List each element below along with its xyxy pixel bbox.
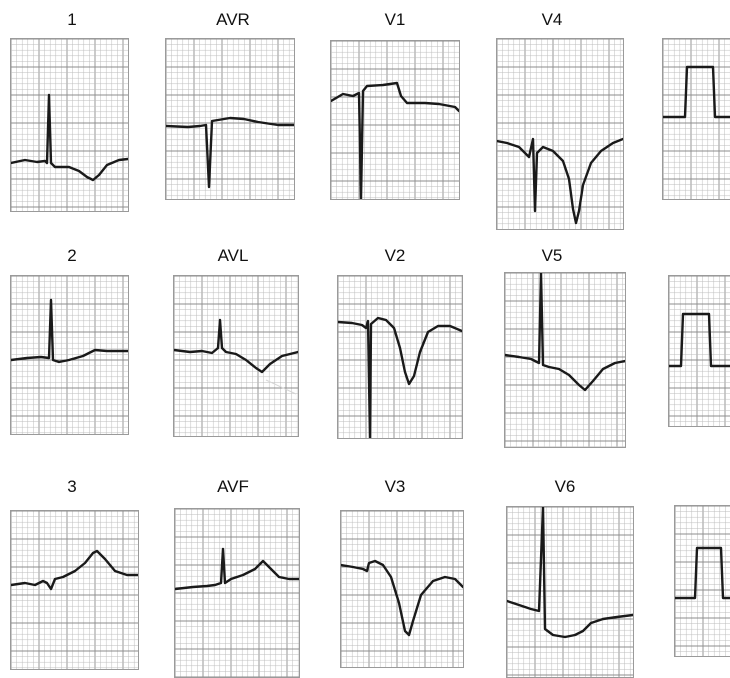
lead-label-v2: V2 — [384, 246, 406, 265]
lead-label-3: 3 — [67, 477, 77, 496]
ecg-calibration-pulse-2 — [669, 312, 730, 368]
ecg-calibration-pulse-3 — [675, 546, 730, 600]
ecg-grid-lead-avf — [175, 509, 299, 677]
ecg-trace-lead-avr — [166, 116, 294, 189]
ecg-strip-calibration-2 — [668, 275, 730, 427]
ecg-trace-lead-2 — [11, 298, 128, 364]
ecg-strip-lead-1 — [10, 38, 129, 212]
ecg-grid-calibration-3 — [675, 506, 730, 656]
ecg-strip-lead-avr — [165, 38, 295, 200]
ecg-strip-lead-v3 — [340, 510, 464, 668]
ecg-grid-lead-3 — [11, 511, 138, 669]
ecg-grid-lead-2 — [11, 276, 128, 434]
lead-label-2: 2 — [67, 246, 77, 265]
ecg-strip-lead-v5 — [504, 272, 626, 448]
lead-label-v5: V5 — [541, 246, 563, 265]
ecg-calibration-pulse-1 — [663, 65, 730, 119]
ecg-grid-lead-1 — [11, 39, 128, 211]
ecg-grid-lead-v1 — [331, 41, 459, 199]
ecg-trace-lead-v1 — [331, 81, 459, 199]
ecg-trace-lead-v2 — [338, 316, 462, 438]
ecg-strip-lead-v6 — [506, 506, 634, 678]
ecg-strip-calibration-1 — [662, 38, 730, 200]
ecg-trace-lead-3 — [11, 549, 138, 591]
ecg-strip-lead-v1 — [330, 40, 460, 200]
ecg-grid-lead-v5 — [505, 273, 625, 447]
ecg-grid-calibration-1 — [663, 39, 730, 199]
lead-label-avf: AVF — [217, 477, 249, 496]
ecg-grid-lead-v3 — [341, 511, 463, 667]
ecg-strip-lead-v4 — [496, 38, 624, 230]
ecg-trace-lead-v6 — [507, 507, 633, 639]
lead-label-v4: V4 — [541, 10, 563, 29]
lead-label-v1: V1 — [384, 10, 406, 29]
lead-label-v3: V3 — [384, 477, 406, 496]
ecg-trace-lead-v5 — [505, 273, 625, 392]
lead-label-1: 1 — [67, 10, 77, 29]
lead-label-v6: V6 — [554, 477, 576, 496]
ecg-strip-lead-avl — [173, 275, 299, 437]
ecg-grid-lead-avl — [174, 276, 298, 436]
ecg-strip-calibration-3 — [674, 505, 730, 657]
ecg-trace-lead-v3 — [341, 559, 463, 637]
ecg-grid-calibration-2 — [669, 276, 730, 426]
ecg-trace-lead-avf — [175, 547, 299, 591]
ecg-grid-lead-v2 — [338, 276, 462, 438]
ecg-grid-lead-v6 — [507, 507, 633, 677]
ecg-trace-lead-v4 — [497, 137, 623, 225]
ecg-strip-lead-avf — [174, 508, 300, 678]
lead-label-avl: AVL — [217, 246, 249, 265]
ecg-grid-lead-v4 — [497, 39, 623, 229]
ecg-strip-lead-3 — [10, 510, 139, 670]
ecg-strip-lead-2 — [10, 275, 129, 435]
lead-label-avr: AVR — [216, 10, 250, 29]
ecg-grid-lead-avr — [166, 39, 294, 199]
ecg-trace-lead-avl — [174, 318, 298, 374]
ecg-strip-lead-v2 — [337, 275, 463, 439]
ecg-trace-lead-1 — [11, 93, 128, 182]
